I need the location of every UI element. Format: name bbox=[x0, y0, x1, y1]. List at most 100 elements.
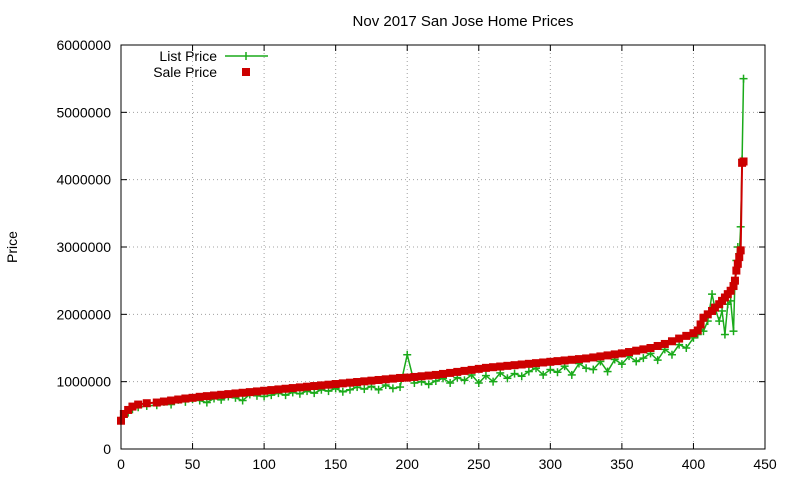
sale-price-point bbox=[217, 390, 226, 399]
sale-price-point bbox=[699, 313, 708, 322]
x-tick-label: 150 bbox=[324, 456, 348, 472]
sale-price-point bbox=[167, 396, 176, 405]
sale-price-point bbox=[739, 157, 748, 166]
sale-price-point bbox=[238, 388, 247, 397]
sale-price-point bbox=[331, 380, 340, 389]
sale-price-point bbox=[653, 341, 662, 350]
sale-price-point bbox=[142, 399, 151, 408]
x-tick-label: 450 bbox=[753, 456, 777, 472]
list-price-point bbox=[524, 367, 533, 376]
plot-series bbox=[117, 74, 748, 425]
chart-title: Nov 2017 San Jose Home Prices bbox=[353, 13, 574, 30]
list-price-point bbox=[589, 365, 598, 374]
y-tick-label: 4000000 bbox=[56, 172, 111, 188]
list-price-point bbox=[510, 369, 519, 378]
sale-price-point bbox=[453, 367, 462, 376]
sale-price-point bbox=[667, 337, 676, 346]
y-tick-label: 6000000 bbox=[56, 37, 111, 53]
sale-price-point bbox=[360, 377, 369, 386]
sale-price-point bbox=[345, 378, 354, 387]
sale-price-point bbox=[467, 365, 476, 374]
y-tick-label: 3000000 bbox=[56, 239, 111, 255]
y-axis-label: Price bbox=[4, 231, 20, 263]
sale-price-point bbox=[582, 354, 591, 363]
grid bbox=[121, 44, 765, 449]
list-price-point bbox=[345, 385, 354, 394]
list-price-point bbox=[481, 371, 490, 380]
sale-price-point bbox=[195, 392, 204, 401]
sale-price-point bbox=[224, 390, 233, 399]
sale-price-point bbox=[396, 373, 405, 382]
sale-price-point bbox=[693, 326, 702, 335]
sale-price-point bbox=[675, 334, 684, 343]
sale-price-point bbox=[524, 359, 533, 368]
sale-price-point bbox=[274, 385, 283, 394]
sale-price-point bbox=[553, 357, 562, 366]
sale-price-line bbox=[120, 160, 745, 422]
sale-price-point bbox=[460, 366, 469, 375]
sale-price-point bbox=[295, 383, 304, 392]
sale-price-point bbox=[474, 364, 483, 373]
sale-price-point bbox=[596, 352, 605, 361]
sale-price-point bbox=[281, 384, 290, 393]
y-tick-label: 0 bbox=[103, 441, 111, 457]
list-price-point bbox=[396, 383, 405, 392]
sale-price-point bbox=[639, 345, 648, 354]
list-price-point bbox=[503, 374, 512, 383]
sale-price-point bbox=[733, 259, 742, 268]
y-tick-label: 1000000 bbox=[56, 374, 111, 390]
list-price-point bbox=[388, 384, 397, 393]
x-tick-label: 400 bbox=[682, 456, 706, 472]
list-price-point bbox=[310, 389, 319, 398]
sale-price-point bbox=[388, 374, 397, 383]
sale-price-point bbox=[489, 363, 498, 372]
legend-label-sale-price: Sale Price bbox=[153, 64, 217, 80]
sale-price-point bbox=[303, 382, 312, 391]
sale-price-point bbox=[496, 362, 505, 371]
sale-price-point bbox=[696, 320, 705, 329]
sale-price-point bbox=[660, 339, 669, 348]
list-price-point bbox=[553, 368, 562, 377]
legend-swatch-sale-price bbox=[242, 68, 250, 76]
list-price-point bbox=[617, 360, 626, 369]
sale-price-point bbox=[726, 286, 735, 295]
list-price-point bbox=[489, 377, 498, 386]
sale-price-point bbox=[735, 253, 744, 262]
list-price-point bbox=[603, 367, 612, 376]
sale-price-point bbox=[210, 391, 219, 400]
list-price-point bbox=[460, 376, 469, 385]
sale-price-point bbox=[689, 329, 698, 338]
sale-price-point bbox=[682, 331, 691, 340]
sale-price-point bbox=[353, 378, 362, 387]
list-price-point bbox=[360, 385, 369, 394]
list-price-point bbox=[403, 350, 412, 359]
list-price-point bbox=[708, 290, 717, 299]
list-price-point bbox=[739, 74, 748, 83]
list-price-point bbox=[720, 330, 729, 339]
y-tick-label: 2000000 bbox=[56, 306, 111, 322]
sale-price-point bbox=[646, 344, 655, 352]
sale-price-point bbox=[510, 361, 519, 370]
list-price-point bbox=[729, 327, 738, 336]
sale-price-point bbox=[617, 349, 626, 358]
y-tick-label: 5000000 bbox=[56, 104, 111, 120]
sale-price-point bbox=[202, 392, 211, 401]
sale-price-point bbox=[574, 355, 583, 364]
sale-price-point bbox=[128, 402, 137, 411]
sale-price-point bbox=[589, 353, 598, 362]
sale-price-point bbox=[481, 363, 490, 372]
sale-price-point bbox=[632, 346, 641, 355]
sale-price-point bbox=[610, 350, 619, 359]
list-price-point bbox=[517, 372, 526, 381]
legend: List Price Sale Price bbox=[153, 48, 268, 80]
list-price-point bbox=[667, 350, 676, 359]
x-tick-label: 100 bbox=[252, 456, 276, 472]
sale-price-point bbox=[267, 386, 276, 395]
sale-price-point bbox=[124, 405, 133, 414]
sale-price-point bbox=[245, 388, 254, 397]
sale-price-point bbox=[424, 371, 433, 380]
sale-price-point bbox=[503, 361, 512, 370]
sale-price-point bbox=[431, 370, 440, 379]
sale-price-point bbox=[152, 398, 161, 407]
